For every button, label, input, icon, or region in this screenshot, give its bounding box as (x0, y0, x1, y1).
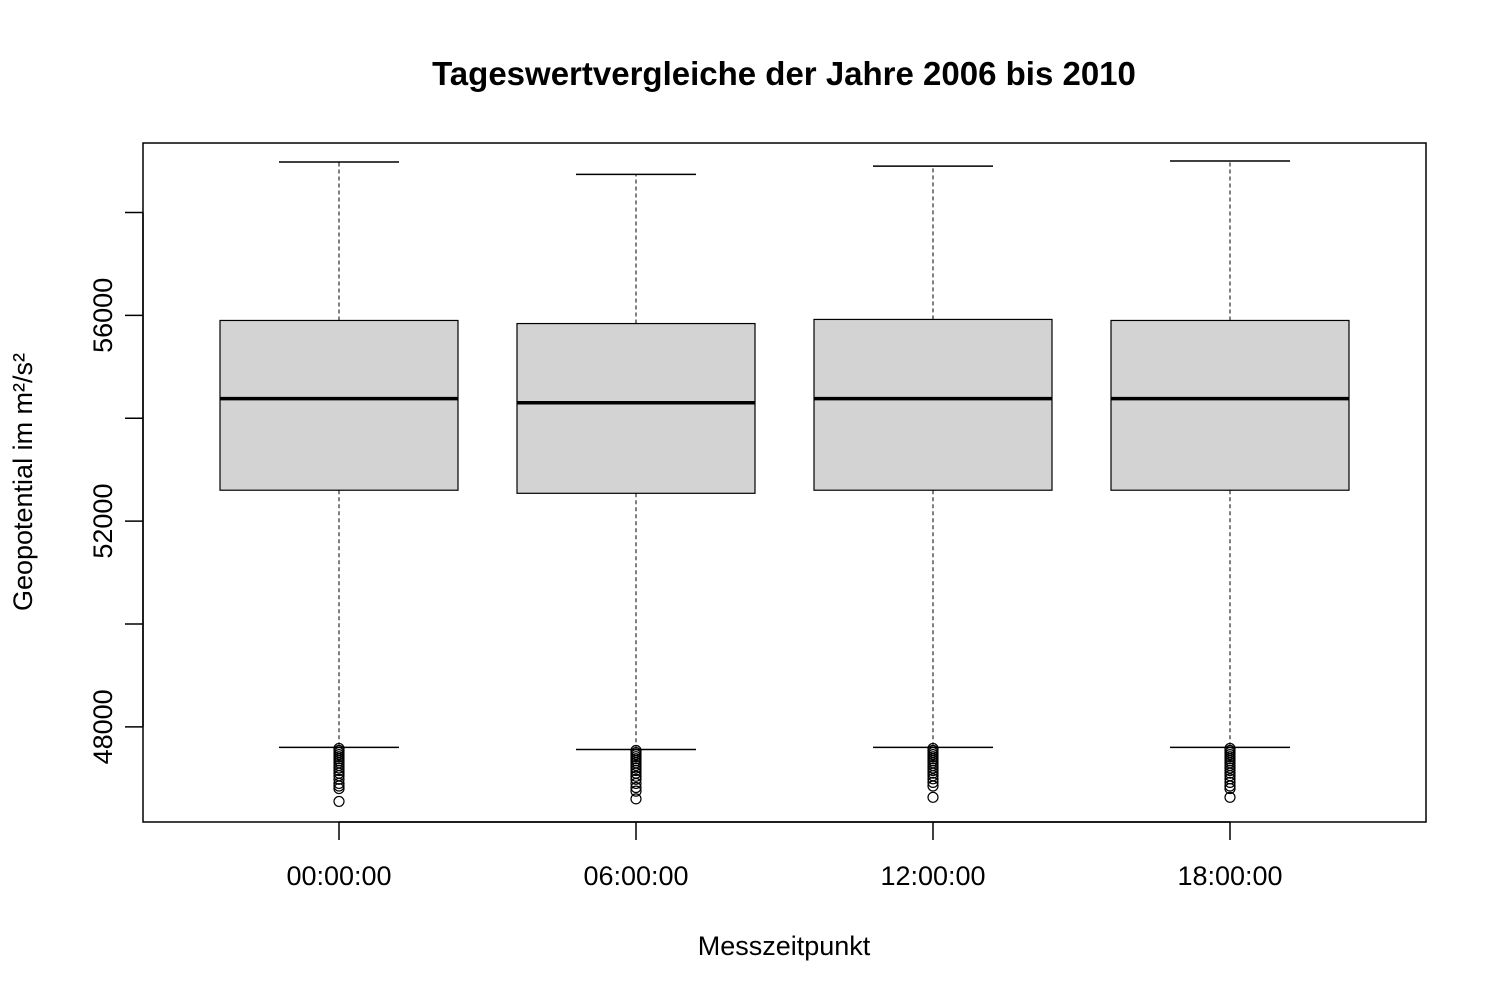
x-tick-label: 18:00:00 (1177, 861, 1282, 891)
iqr-box (516, 322, 756, 494)
y-axis-label: Geopotential im m²/s² (8, 353, 38, 611)
outlier-point (927, 780, 939, 792)
y-axis: 48000 52000 56000 (88, 211, 144, 764)
box-group (813, 165, 1053, 803)
x-tick-label: 00:00:00 (286, 861, 391, 891)
outlier-point (927, 776, 939, 788)
outlier-point (333, 780, 345, 792)
outlier-point (630, 762, 642, 774)
y-tick-label: 48000 (88, 689, 118, 764)
outlier-point (630, 781, 642, 794)
outlier-point (1224, 782, 1236, 795)
chart-title: Tageswertvergleiche der Jahre 2006 bis 2… (432, 55, 1136, 92)
outlier-point (1224, 776, 1236, 788)
outlier-point (927, 767, 939, 779)
outlier-point (1224, 762, 1236, 774)
outlier-point (1224, 764, 1236, 777)
x-tick-label: 06:00:00 (583, 861, 688, 891)
outlier-point (927, 762, 939, 774)
iqr-box (219, 319, 459, 491)
outlier-point (630, 764, 642, 777)
x-axis: 00:00:00 06:00:00 12:00:00 18:00:00 (286, 821, 1283, 891)
outlier-point (333, 764, 345, 777)
outlier-point (630, 773, 642, 785)
outlier-point (1224, 767, 1236, 779)
iqr-box (1110, 319, 1350, 491)
outlier-point (333, 773, 345, 785)
outlier-point (630, 777, 642, 790)
box-group (1110, 160, 1350, 803)
outlier-point (927, 791, 939, 803)
outlier-point (630, 770, 642, 782)
iqr-box (813, 318, 1053, 491)
boxes-layer (219, 160, 1350, 808)
outlier-point (630, 793, 642, 805)
y-tick-label: 52000 (88, 484, 118, 559)
outlier-point (333, 777, 345, 790)
y-tick-label: 56000 (88, 278, 118, 353)
box-group (219, 161, 459, 808)
outlier-point (333, 795, 345, 808)
outlier-point (927, 773, 939, 785)
outlier-point (333, 782, 345, 795)
outlier-point (1224, 780, 1236, 792)
outlier-point (927, 764, 939, 777)
outlier-point (630, 759, 642, 772)
x-axis-label: Messzeitpunkt (698, 931, 871, 961)
outlier-point (1224, 791, 1236, 803)
outlier-point (333, 762, 345, 774)
box-group (516, 173, 756, 805)
outlier-point (630, 785, 642, 797)
x-tick-label: 12:00:00 (880, 861, 985, 891)
